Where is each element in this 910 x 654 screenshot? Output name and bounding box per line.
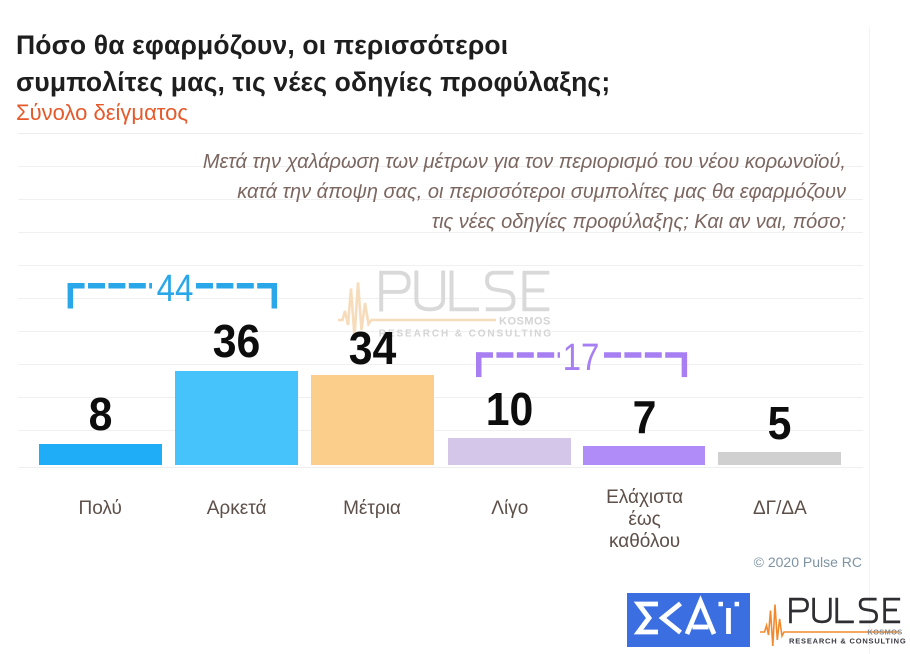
svg-text:KOSMOS: KOSMOS [499,316,551,328]
svg-text:RESEARCH & CONSULTING: RESEARCH & CONSULTING [789,637,907,646]
svg-text:KOSMOS: KOSMOS [867,628,902,637]
svg-text:RESEARCH & CONSULTING: RESEARCH & CONSULTING [379,329,553,340]
